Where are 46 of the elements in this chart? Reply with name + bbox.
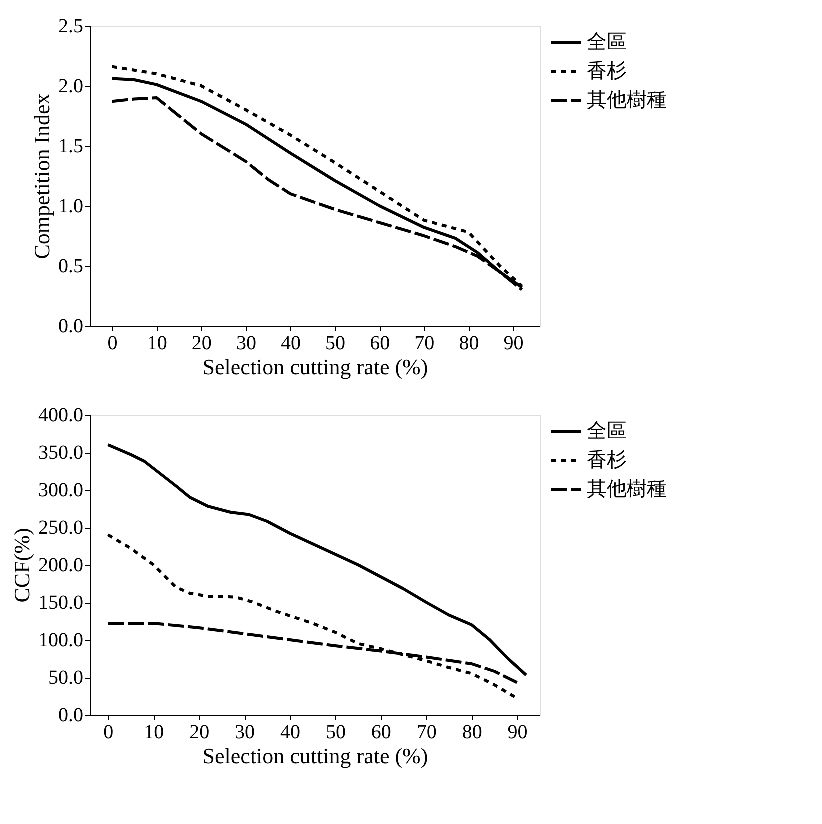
legend-label: 香杉 — [587, 450, 627, 472]
x-tick-label: 40 — [280, 332, 301, 354]
y-tick-label: 400.0 — [38, 404, 84, 426]
y-tick-label: 0.0 — [58, 704, 84, 726]
legend-label: 其他樹種 — [587, 90, 667, 112]
y-tick-label: 300.0 — [38, 480, 84, 502]
y-tick-label: 2.5 — [58, 16, 84, 38]
y-axis-title: CCF(%) — [10, 528, 34, 603]
y-tick-label: 250.0 — [38, 517, 84, 539]
y-tick-label: 150.0 — [38, 592, 84, 614]
y-tick-label: 0.0 — [58, 316, 84, 338]
x-tick-label: 50 — [326, 332, 346, 354]
legend-label: 全區 — [587, 32, 627, 54]
x-tick-label: 10 — [147, 332, 168, 354]
x-tick-label: 70 — [416, 722, 437, 744]
y-tick-label: 1.5 — [58, 136, 84, 158]
y-tick-label: 200.0 — [38, 554, 84, 576]
x-tick-label: 60 — [370, 332, 390, 354]
x-tick-label: 0 — [104, 722, 114, 744]
x-tick-label: 40 — [280, 722, 300, 744]
legend-label: 其他樹種 — [587, 478, 667, 500]
x-tick-label: 30 — [235, 722, 256, 744]
y-axis-title: Competition Index — [30, 94, 54, 260]
x-tick-label: 80 — [459, 332, 480, 354]
x-tick-label: 20 — [190, 722, 210, 744]
legend-label: 全區 — [587, 420, 627, 442]
x-tick-label: 50 — [326, 722, 346, 744]
y-tick-label: 350.0 — [38, 442, 84, 464]
x-tick-label: 70 — [414, 332, 435, 354]
x-tick-label: 80 — [462, 722, 482, 744]
y-tick-label: 2.0 — [58, 76, 84, 98]
x-axis-title: Selection cutting rate (%) — [202, 354, 428, 380]
x-tick-label: 90 — [504, 332, 524, 354]
x-tick-label: 90 — [508, 722, 528, 744]
line-series — [106, 444, 528, 677]
y-tick-label: 0.5 — [58, 256, 84, 278]
x-axis-title: Selection cutting rate (%) — [202, 744, 428, 768]
x-tick-label: 20 — [192, 332, 212, 354]
y-tick-label: 1.0 — [58, 196, 84, 218]
y-tick-label: 100.0 — [38, 630, 84, 652]
x-tick-label: 10 — [144, 722, 164, 744]
x-tick-label: 60 — [371, 722, 392, 744]
x-tick-label: 0 — [108, 332, 118, 354]
y-tick-label: 50.0 — [48, 667, 84, 689]
legend-label: 香杉 — [587, 60, 627, 82]
x-tick-label: 30 — [236, 332, 256, 354]
